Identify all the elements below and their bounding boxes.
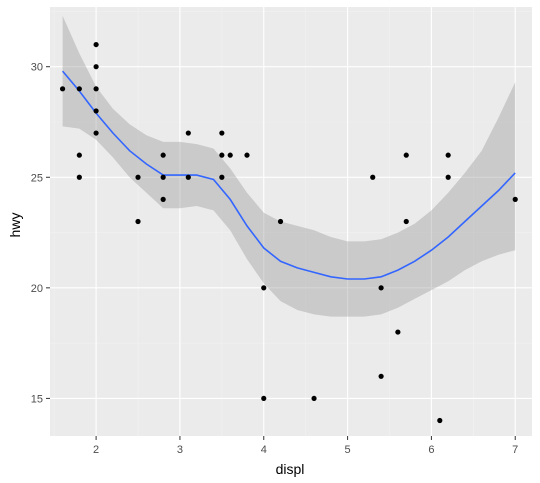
data-point bbox=[277, 218, 284, 225]
data-point bbox=[445, 152, 451, 158]
y-tick-label: 20 bbox=[31, 283, 43, 295]
x-axis-title: displ bbox=[276, 461, 305, 477]
data-point bbox=[93, 64, 99, 70]
plot-panel bbox=[50, 7, 532, 436]
data-point bbox=[512, 196, 518, 202]
data-point bbox=[403, 152, 409, 158]
data-point bbox=[244, 152, 250, 158]
data-point bbox=[135, 174, 141, 180]
data-point bbox=[93, 108, 99, 114]
x-tick-label: 3 bbox=[177, 444, 183, 456]
data-point bbox=[93, 130, 99, 136]
x-tick-label: 4 bbox=[261, 444, 267, 456]
data-point bbox=[76, 174, 82, 180]
data-point bbox=[219, 152, 225, 158]
data-point bbox=[370, 174, 376, 180]
major-gridlines bbox=[50, 7, 532, 436]
data-point bbox=[160, 174, 166, 180]
y-tick-label: 30 bbox=[31, 62, 43, 74]
data-point bbox=[311, 395, 317, 402]
data-point bbox=[403, 218, 409, 225]
y-tick-label: 15 bbox=[31, 393, 43, 405]
data-point bbox=[261, 395, 267, 402]
data-point bbox=[93, 41, 99, 48]
data-point bbox=[185, 130, 191, 136]
y-tick-label: 25 bbox=[31, 172, 43, 184]
smooth-trend-line bbox=[61, 70, 516, 280]
data-point bbox=[219, 130, 225, 136]
data-point bbox=[59, 86, 66, 92]
data-point bbox=[185, 174, 191, 180]
x-axis: 2 3 4 5 6 7 bbox=[93, 436, 518, 456]
data-point bbox=[395, 329, 401, 335]
data-point bbox=[227, 152, 233, 158]
data-point bbox=[437, 417, 443, 424]
y-axis-title: hwy bbox=[7, 213, 23, 238]
data-point bbox=[160, 152, 166, 158]
data-point bbox=[219, 174, 225, 180]
data-point bbox=[160, 196, 166, 202]
data-point bbox=[378, 373, 384, 379]
data-point bbox=[378, 285, 384, 291]
y-axis: 15 20 25 30 bbox=[31, 62, 50, 405]
data-points bbox=[59, 41, 518, 424]
x-tick-label: 6 bbox=[428, 444, 434, 456]
data-point bbox=[261, 285, 267, 291]
data-point bbox=[76, 86, 82, 92]
x-tick-label: 7 bbox=[512, 444, 518, 456]
data-point bbox=[445, 174, 451, 180]
data-point bbox=[93, 86, 99, 92]
data-point bbox=[76, 152, 82, 158]
x-tick-label: 2 bbox=[93, 444, 99, 456]
confidence-ribbon bbox=[62, 15, 516, 317]
x-tick-label: 5 bbox=[345, 444, 351, 456]
data-point bbox=[135, 218, 141, 225]
